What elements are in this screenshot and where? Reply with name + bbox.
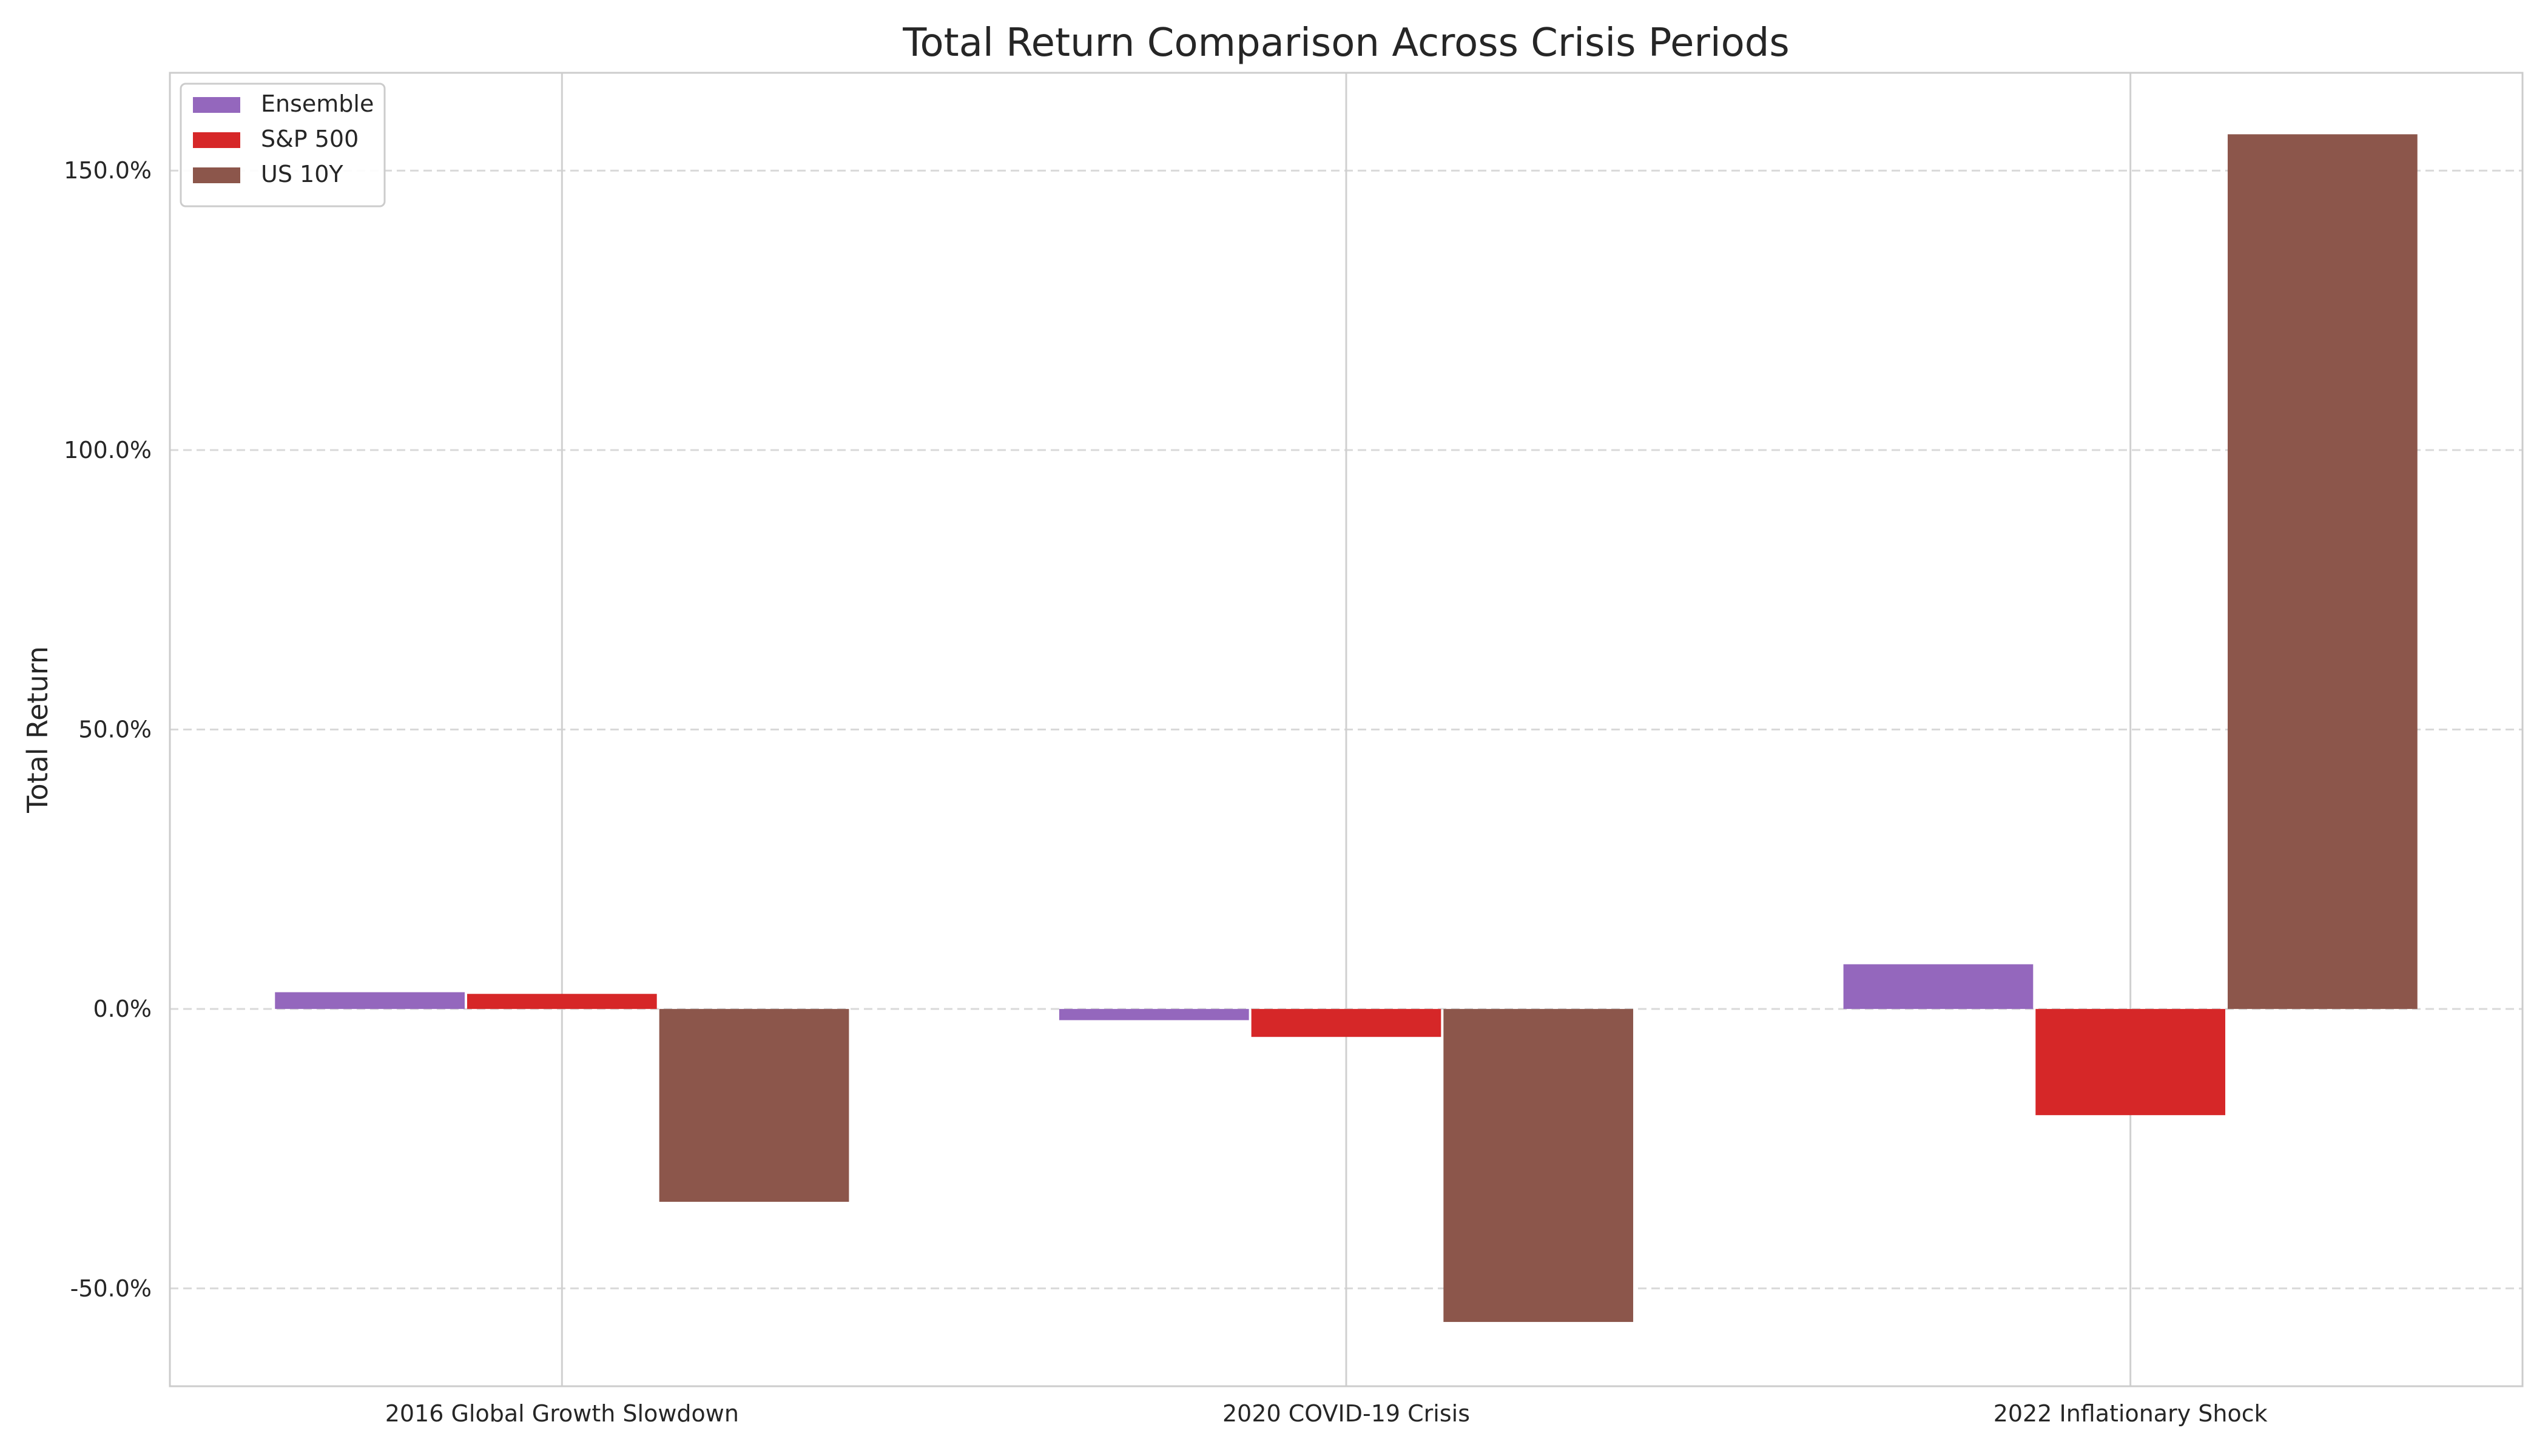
x-tick-label: 2022 Inflationary Shock bbox=[1994, 1400, 2268, 1427]
bar-us-10y-0 bbox=[659, 1009, 849, 1202]
bar-ensemble-2 bbox=[1843, 964, 2034, 1009]
bar-s-p-500-1 bbox=[1251, 1009, 1441, 1037]
y-axis-label: Total Return bbox=[21, 646, 54, 814]
legend-label: Ensemble bbox=[261, 90, 374, 117]
bar-layer bbox=[275, 134, 2418, 1323]
bar-us-10y-1 bbox=[1443, 1009, 1634, 1323]
legend-swatch bbox=[193, 132, 240, 148]
legend-swatch bbox=[193, 97, 240, 113]
bar-us-10y-2 bbox=[2228, 134, 2418, 1009]
tick-layer: -50.0% 0.0% 50.0% 100.0% 150.0% 2016 Global G… bbox=[64, 157, 2268, 1427]
y-tick-label: 0.0% bbox=[93, 996, 152, 1022]
bar-ensemble-1 bbox=[1059, 1009, 1249, 1020]
bar-ensemble-0 bbox=[275, 992, 465, 1009]
y-tick-label: -50.0% bbox=[70, 1275, 152, 1302]
legend: Ensemble S&P 500 US 10Y bbox=[180, 83, 386, 207]
y-tick-label: 50.0% bbox=[78, 716, 152, 743]
bar-s-p-500-0 bbox=[467, 994, 657, 1009]
bar-s-p-500-2 bbox=[2035, 1009, 2226, 1116]
y-tick-label: 150.0% bbox=[64, 157, 152, 184]
grid-layer bbox=[170, 73, 2523, 1386]
plot-frame bbox=[169, 72, 2524, 1387]
x-tick-label: 2020 COVID-19 Crisis bbox=[1222, 1400, 1470, 1427]
legend-swatch bbox=[193, 167, 240, 183]
x-tick-label: 2016 Global Growth Slowdown bbox=[385, 1400, 739, 1427]
legend-label: US 10Y bbox=[261, 161, 343, 187]
y-tick-label: 100.0% bbox=[64, 437, 152, 463]
chart-title: Total Return Comparison Across Crisis Pe… bbox=[902, 21, 1790, 66]
legend-label: S&P 500 bbox=[261, 126, 359, 152]
